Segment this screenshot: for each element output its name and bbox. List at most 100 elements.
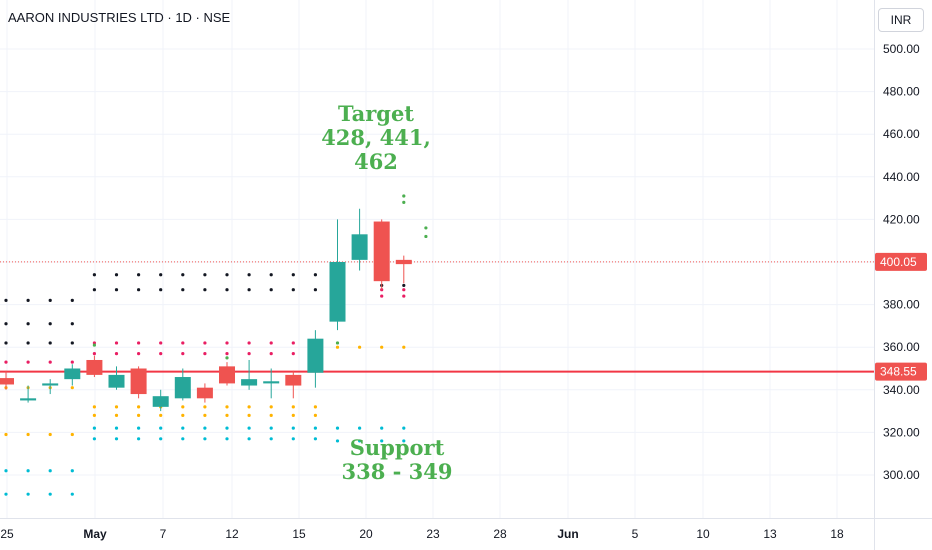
candle[interactable] (196, 383, 213, 403)
pivot-dot (203, 426, 207, 430)
pivot-dot (181, 351, 185, 356)
time-tick-label: 28 (493, 527, 507, 541)
candle[interactable] (329, 219, 346, 331)
candle[interactable] (0, 370, 14, 390)
time-tick-label: 20 (359, 527, 373, 541)
time-tick-label: 15 (292, 527, 306, 541)
time-tick-label: 10 (696, 527, 710, 541)
pivot-dot (225, 426, 229, 430)
target-values: 428, 441, 462 (321, 125, 431, 175)
pivot-dot (70, 298, 74, 302)
price-tick-label: 440.00 (883, 170, 920, 184)
candle-body (64, 368, 81, 380)
pivot-dot (4, 492, 8, 496)
candle[interactable] (20, 385, 37, 403)
pivot-dot (137, 288, 141, 292)
signal-dot (225, 356, 229, 360)
candle[interactable] (285, 370, 302, 399)
time-tick-label: 12 (225, 527, 239, 541)
pivot-dot (48, 298, 52, 302)
pivot-dot (137, 437, 141, 441)
candle[interactable] (174, 368, 191, 401)
candle[interactable] (152, 389, 169, 412)
candle[interactable] (219, 362, 235, 386)
time-axis[interactable]: 25 May 7 12 15 20 23 28 Jun 5 10 13 18 (0, 527, 844, 541)
pivot-dot (92, 288, 96, 292)
price-tick-label: 500.00 (883, 42, 920, 56)
currency-button[interactable]: INR (878, 8, 924, 32)
price-tick-label: 360.00 (883, 340, 920, 354)
candle[interactable] (64, 364, 81, 386)
candle[interactable] (86, 355, 103, 378)
pivot-dot (26, 432, 30, 437)
pivot-dot (402, 439, 406, 443)
pivot-dot (48, 492, 52, 496)
candle[interactable] (351, 208, 368, 271)
pivot-dot (26, 322, 30, 326)
candle[interactable] (241, 359, 258, 390)
candle[interactable] (263, 368, 280, 399)
pivot-dot (181, 426, 185, 430)
price-axis[interactable]: 500.00480.00460.00440.00420.00400.00380.… (883, 42, 920, 482)
candle[interactable] (108, 366, 125, 390)
pivot-dot (70, 341, 74, 345)
price-tick-label: 380.00 (883, 298, 920, 312)
pivot-dot (313, 288, 317, 292)
pivot-dot (92, 405, 96, 409)
candle-body (219, 366, 235, 384)
pivot-dot (247, 405, 251, 409)
pivot-dot (291, 288, 295, 292)
pivot-dot (291, 351, 295, 356)
pivot-dot (70, 360, 74, 364)
pivot-dot (402, 283, 406, 288)
pivot-dot (203, 341, 207, 345)
candle[interactable] (307, 330, 324, 388)
pivot-dot (203, 413, 207, 417)
pivot-dot (114, 426, 119, 430)
signal-dot (92, 343, 96, 347)
last-price-badge: 400.05 (875, 252, 927, 271)
pivot-dot (225, 437, 229, 441)
pivot-dot (137, 273, 141, 277)
pivot-dot (335, 345, 340, 349)
pivot-dot (26, 469, 30, 473)
pivot-dot (269, 351, 273, 356)
candle[interactable] (395, 255, 412, 284)
time-tick-label: 25 (0, 527, 14, 541)
time-tick-label: 7 (160, 527, 167, 541)
pivot-dot (380, 426, 384, 430)
candles[interactable] (0, 208, 412, 412)
last-price-badge-label: 400.05 (880, 255, 917, 269)
pivot-dot (70, 469, 74, 473)
candle[interactable] (130, 366, 147, 399)
horizontal-line-badge-label: 348.55 (880, 365, 917, 379)
pivot-dot (247, 273, 251, 277)
pivot-dot (291, 437, 295, 441)
candle-body (86, 359, 103, 375)
pivot-dot (114, 413, 119, 417)
pivot-dot (269, 273, 273, 277)
pivot-dot (4, 432, 8, 437)
pivot-dot (358, 345, 362, 349)
signal-dot (424, 234, 428, 239)
pivot-dot (181, 437, 185, 441)
candle[interactable] (373, 219, 390, 290)
pivot-dot (137, 405, 141, 409)
price-tick-label: 460.00 (883, 127, 920, 141)
pivot-dot (313, 426, 317, 430)
candle-body (42, 383, 59, 386)
pivot-dot (26, 492, 30, 496)
pivot-dot (137, 341, 141, 345)
pivot-dot (48, 432, 52, 437)
pivot-dot (291, 413, 295, 417)
candle-body (307, 338, 324, 373)
pivot-dot (203, 273, 207, 277)
pivot-dot (4, 469, 8, 473)
price-tick-label: 480.00 (883, 85, 920, 99)
pivot-dot (181, 413, 185, 417)
pivot-dot (70, 386, 74, 390)
candle[interactable] (42, 379, 59, 395)
pivot-dot (247, 341, 251, 345)
pivot-dot (203, 351, 207, 356)
